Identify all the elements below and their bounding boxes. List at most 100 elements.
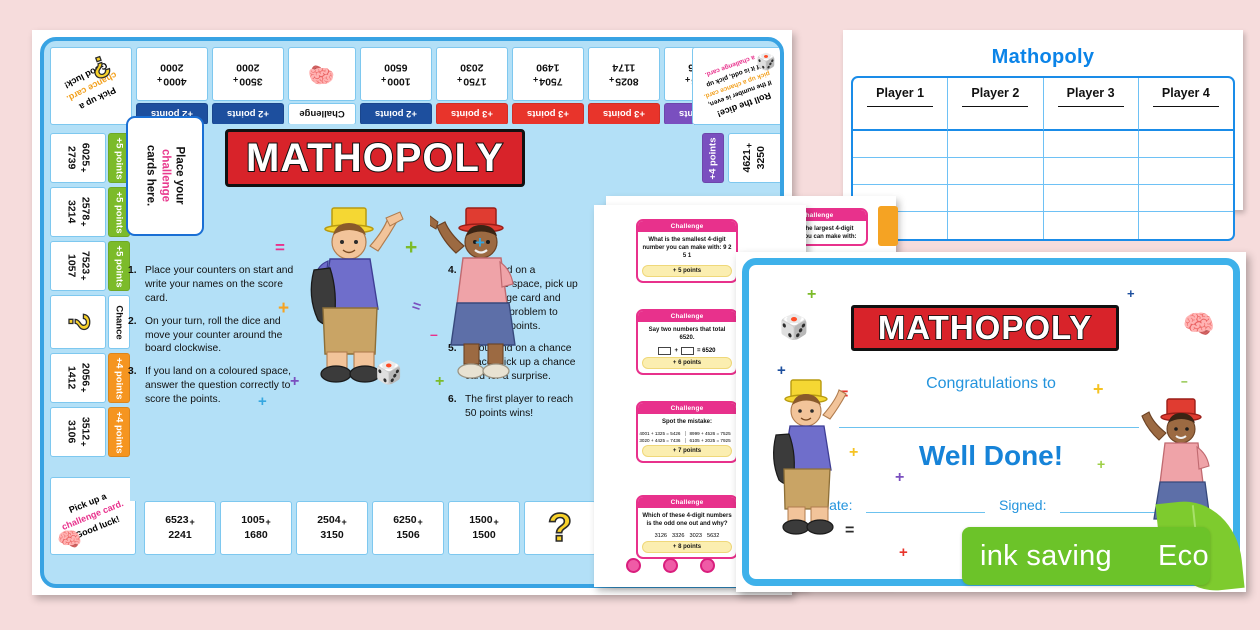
board-space-sum[interactable]: 2056+ 1412 <box>50 353 106 403</box>
plus-symbol-icon: + <box>895 469 905 486</box>
score-cell[interactable] <box>853 212 949 239</box>
corner-challenge-pickup[interactable]: Pick up a challenge card. Good luck! 🧠 <box>50 477 136 555</box>
score-cell[interactable] <box>1043 131 1139 158</box>
player-2-name-line[interactable] <box>962 106 1029 107</box>
player-4-label: Player 4 <box>1161 86 1210 100</box>
answer-box[interactable] <box>680 347 694 356</box>
challenge-card-placement-box[interactable]: Place your challenge cards here. <box>126 116 204 236</box>
score-cell[interactable] <box>853 185 949 212</box>
game-board[interactable]: Pick up a chance card. Good luck! ? 4000… <box>40 37 784 588</box>
board-space-sum[interactable]: 1000+ 6500 <box>360 47 432 101</box>
board-points-band[interactable]: +3 points <box>436 103 508 125</box>
board-points-band[interactable]: +3 points <box>588 103 660 125</box>
board-title: MATHOPOLY <box>245 135 504 181</box>
board-space-sum[interactable]: 4000+ 2000 <box>136 47 208 101</box>
score-cell[interactable] <box>948 158 1044 185</box>
board-space-sum[interactable]: 6025+ 2739 <box>50 133 106 183</box>
score-card-table: Player 1 Player 2 Player 3 Player 4 <box>851 76 1235 241</box>
board-points-band[interactable]: +2 points <box>360 103 432 125</box>
sum-bottom: 2000 <box>160 61 184 74</box>
score-cell[interactable] <box>948 131 1044 158</box>
board-space-sum[interactable]: 3500+ 2000 <box>212 47 284 101</box>
board-space-sum[interactable]: 1005+ 1680 <box>220 501 292 555</box>
score-card-header-cell: Player 4 <box>1138 78 1233 131</box>
plus-symbol-icon: + <box>1127 286 1135 301</box>
challenge-card-numbers: 3126 3326 3023 5632 <box>638 533 736 539</box>
board-points-band[interactable]: +3 points <box>512 103 584 125</box>
board-space-chance[interactable]: ? <box>50 295 106 349</box>
board-space-sum[interactable]: 3512+ 3106 <box>50 407 106 457</box>
board-chance-label: Chance <box>113 304 125 340</box>
sum-bottom: 1500 <box>472 528 496 541</box>
rule-number: 6. <box>448 394 457 406</box>
sum-top: 3512 <box>79 417 92 441</box>
board-space-sum[interactable]: 7523+ 1057 <box>50 241 106 291</box>
sum-bottom: 1506 <box>396 528 420 541</box>
score-cell[interactable] <box>853 158 949 185</box>
score-cell[interactable] <box>1138 158 1233 185</box>
challenge-card-body: What is the smallest 4-digit number you … <box>642 237 732 260</box>
rule-number: 2. <box>128 315 137 327</box>
board-space-sum[interactable]: 2504+ 3150 <box>296 501 368 555</box>
player-4-name-line[interactable] <box>1152 106 1219 107</box>
sum-bottom: 3214 <box>65 200 78 224</box>
certificate-signed-line[interactable] <box>1060 499 1180 513</box>
score-cell[interactable] <box>853 131 949 158</box>
sum-bottom: 3106 <box>65 420 78 444</box>
sum-line: 4001 + 1325 = 5426 <box>639 431 686 437</box>
challenge-card-header: Challenge <box>638 403 736 414</box>
corner-start-roll-dice[interactable]: Roll the dice! If the number is even, pi… <box>692 47 780 125</box>
player-1-name-line[interactable] <box>867 106 934 107</box>
sum-top: 4000 <box>163 75 187 88</box>
certificate-date-line[interactable] <box>866 499 985 513</box>
rule-item: 5. If you land on a chance space, pick u… <box>448 342 578 384</box>
board-space-sum[interactable]: 1750+ 2030 <box>436 47 508 101</box>
score-cell[interactable] <box>1138 131 1233 158</box>
score-cell[interactable] <box>1044 212 1139 239</box>
challenge-card[interactable]: Challenge Say two numbers that total 652… <box>636 309 738 376</box>
board-space-sum[interactable]: 1500+ 1500 <box>448 501 520 555</box>
score-cell[interactable] <box>1139 212 1233 239</box>
counter-dot[interactable] <box>626 558 641 573</box>
counter-dot[interactable] <box>663 558 678 573</box>
challenge-card[interactable]: Challenge Which of these 4-digit numbers… <box>636 495 738 560</box>
sum-top: 6250 <box>393 514 417 527</box>
rule-item: 6. The first player to reach 50 points w… <box>448 393 578 421</box>
board-challenge-label[interactable]: Challenge <box>288 103 356 125</box>
counter-dot[interactable] <box>700 558 715 573</box>
challenge-card[interactable]: Challenge Spot the mistake: 4001 + 1325 … <box>636 401 738 464</box>
score-cell[interactable] <box>948 212 1044 239</box>
corner-chance-pickup[interactable]: Pick up a chance card. Good luck! ? <box>50 47 132 125</box>
score-cell[interactable] <box>948 185 1044 212</box>
board-points-band[interactable]: +2 points <box>212 103 284 125</box>
board-space-sum[interactable]: 6250+ 1506 <box>372 501 444 555</box>
certificate-name-line[interactable] <box>839 427 1139 428</box>
board-space-sum[interactable]: 7504+ 1490 <box>512 47 584 101</box>
score-cell[interactable] <box>1043 158 1139 185</box>
sum-bottom: 6500 <box>384 61 408 74</box>
board-space-sum[interactable]: 8025+ 1174 <box>588 47 660 101</box>
sum-top: 6025 <box>79 143 92 167</box>
sum-top: 1005 <box>241 514 265 527</box>
score-cell[interactable] <box>1138 185 1233 212</box>
board-space-sum[interactable]: 2578+ 3214 <box>50 187 106 237</box>
board-space-sum[interactable]: 6523+ 2241 <box>144 501 216 555</box>
score-cell[interactable] <box>1043 185 1139 212</box>
rule-item: 2. On your turn, roll the dice and move … <box>128 315 308 357</box>
challenge-card-answer-boxes[interactable]: + = 6520 <box>638 347 736 356</box>
board-space-sum[interactable]: 4621+ 3250 <box>728 133 780 183</box>
board-points-band: +4 points <box>707 137 719 179</box>
plus-symbol-icon: + <box>278 298 290 319</box>
plus-symbol-icon: + <box>777 362 786 379</box>
sum-bottom: 1680 <box>244 528 268 541</box>
score-card-title: Mathopoly <box>991 46 1095 68</box>
challenge-card-points: + 5 points <box>642 265 732 278</box>
player-3-name-line[interactable] <box>1057 106 1124 107</box>
challenge-card[interactable]: Challenge What is the smallest 4-digit n… <box>636 219 738 284</box>
board-space-challenge[interactable]: 🧠 <box>288 47 356 101</box>
answer-box[interactable] <box>658 347 672 356</box>
board-space-chance[interactable]: ? <box>524 501 596 555</box>
board-points-band: +5 points <box>113 245 125 287</box>
challenge-card-header: Challenge <box>768 210 866 221</box>
sum-top: 6523 <box>165 514 189 527</box>
